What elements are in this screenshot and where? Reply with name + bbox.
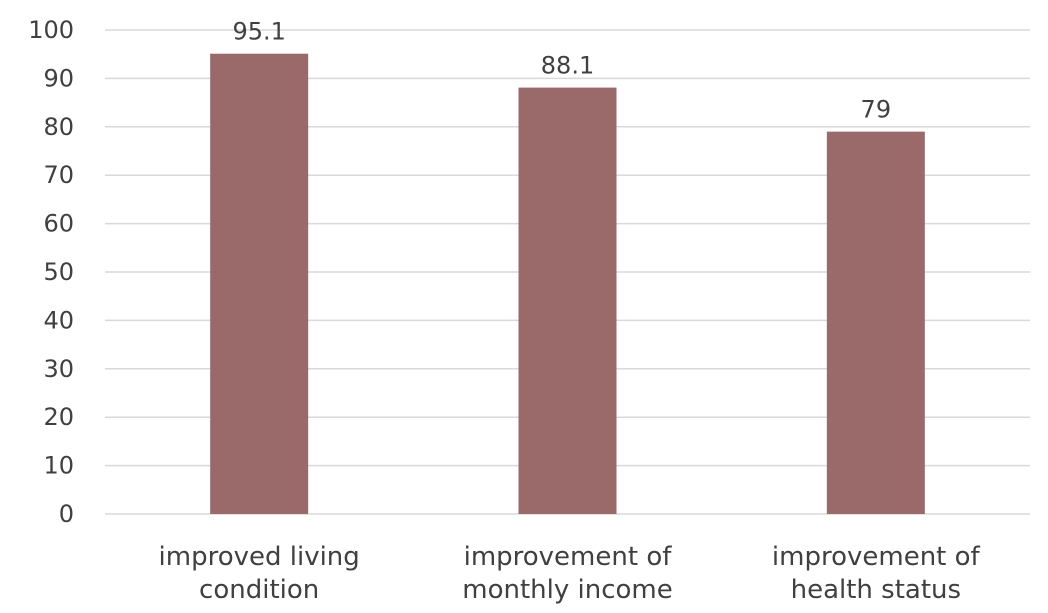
y-tick-label: 40: [43, 306, 74, 334]
y-tick-label: 0: [59, 500, 74, 528]
x-category-label: improvement of monthly income: [462, 542, 673, 605]
y-tick-label: 90: [43, 64, 74, 92]
y-tick-label: 20: [43, 403, 74, 431]
x-category-label-line: condition: [199, 575, 319, 605]
x-category-label-line: health status: [791, 575, 961, 605]
y-tick-label: 100: [28, 16, 74, 44]
bar: [826, 131, 925, 514]
data-label: 79: [861, 96, 892, 124]
y-tick-label: 60: [43, 210, 74, 238]
y-tick-label: 50: [43, 258, 74, 286]
x-category-label-line: improvement of: [772, 542, 981, 572]
bar: [210, 53, 309, 514]
data-label: 88.1: [541, 52, 594, 80]
bar: [518, 87, 617, 514]
x-category-label: improved living condition: [159, 542, 360, 605]
x-category-label: improvement of health status: [772, 542, 981, 605]
bars: [210, 53, 925, 514]
x-category-label-line: monthly income: [462, 575, 673, 605]
x-category-label-line: improvement of: [464, 542, 673, 572]
y-tick-label: 80: [43, 113, 74, 141]
y-tick-label: 10: [43, 452, 74, 480]
data-label: 95.1: [232, 18, 285, 46]
y-axis-tick-labels: 0 10 20 30 40 50 60 70 80 90 100: [28, 16, 74, 528]
data-labels: 95.1 88.1 79: [232, 18, 891, 124]
x-category-label-line: improved living: [159, 542, 360, 572]
y-tick-label: 30: [43, 355, 74, 383]
y-tick-label: 70: [43, 161, 74, 189]
